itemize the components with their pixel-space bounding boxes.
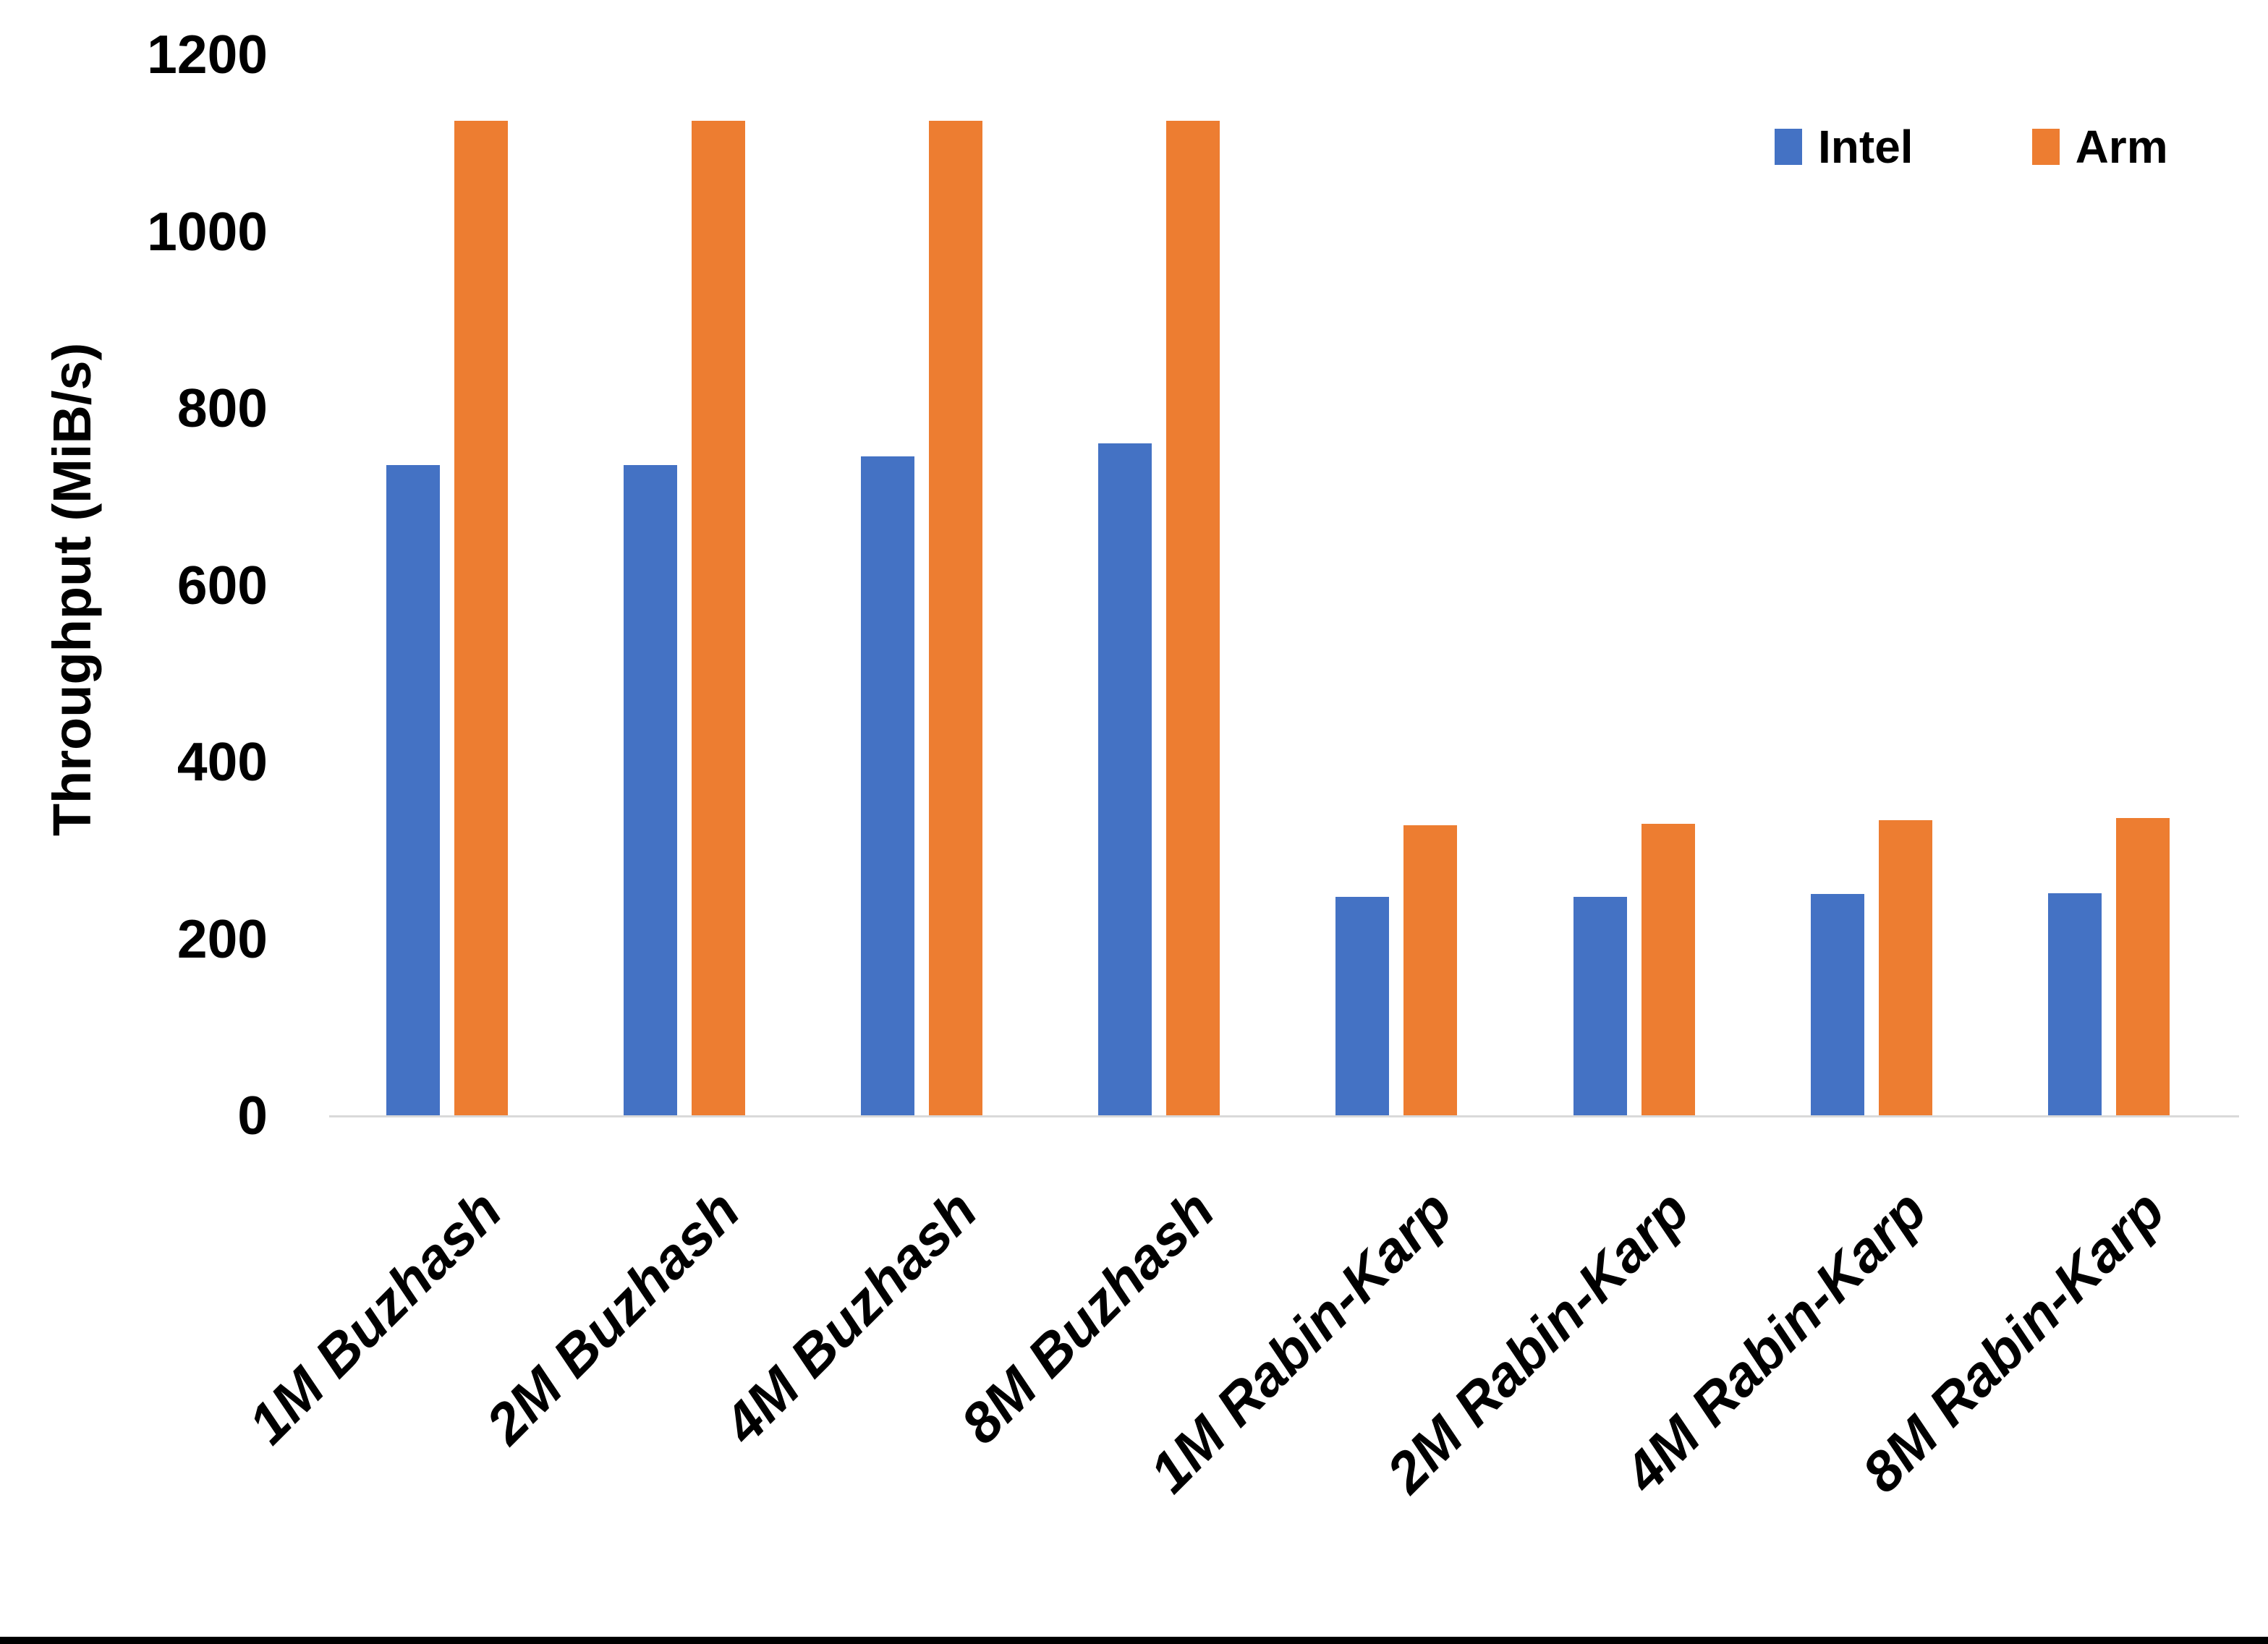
bar-arm-4m-rabin-karp [1878, 819, 1932, 1115]
y-tick-label-0: 0 [237, 1085, 268, 1146]
bar-intel-1m-buzhash [386, 465, 440, 1115]
y-tick-label-800: 800 [177, 378, 268, 438]
x-category-label-1m-buzhash: 1M Buzhash [236, 1177, 514, 1456]
bar-intel-4m-buzhash [860, 456, 914, 1115]
y-tick-label-400: 400 [177, 731, 268, 792]
bar-arm-2m-buzhash [691, 120, 745, 1115]
bar-intel-8m-rabin-karp [2047, 893, 2102, 1115]
bar-intel-2m-rabin-karp [1573, 897, 1627, 1115]
legend-swatch-intel [1775, 129, 1802, 165]
bar-arm-4m-buzhash [928, 120, 982, 1115]
y-tick-label-1200: 1200 [147, 24, 268, 85]
y-tick-label-600: 600 [177, 554, 268, 616]
bar-intel-2m-buzhash [623, 465, 677, 1115]
bar-intel-1m-rabin-karp [1335, 897, 1390, 1115]
legend: Intel Arm [1775, 122, 2168, 172]
x-axis-line [329, 1115, 2239, 1117]
bar-intel-8m-buzhash [1098, 443, 1152, 1115]
bar-arm-2m-rabin-karp [1641, 823, 1695, 1115]
y-tick-label-1000: 1000 [147, 200, 268, 262]
legend-label-arm: Arm [2075, 121, 2168, 173]
x-category-label-2m-buzhash: 2M Buzhash [473, 1177, 752, 1456]
y-tick-label-200: 200 [177, 908, 268, 969]
bar-arm-8m-buzhash [1166, 120, 1220, 1115]
legend-label-intel: Intel [1818, 121, 1914, 173]
bar-arm-1m-rabin-karp [1403, 825, 1458, 1115]
x-category-label-4m-buzhash: 4M Buzhash [710, 1177, 989, 1456]
bar-intel-4m-rabin-karp [1810, 894, 1864, 1115]
y-axis-title: Throughput (MiB/s) [42, 342, 102, 837]
bar-arm-1m-buzhash [454, 120, 508, 1115]
legend-swatch-arm [2031, 129, 2060, 165]
bottom-border [0, 1637, 2268, 1644]
bar-arm-8m-rabin-karp [2115, 818, 2170, 1115]
